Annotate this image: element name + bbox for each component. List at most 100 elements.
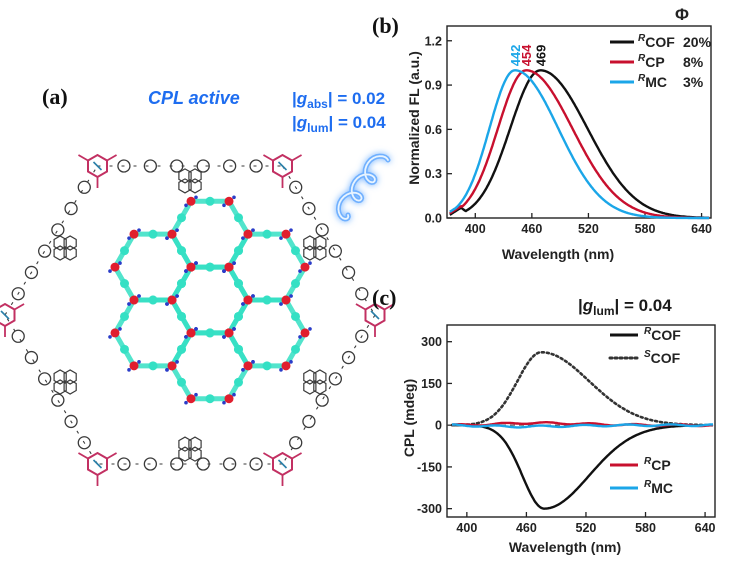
lattice-n-atom: [165, 236, 169, 240]
b-ytick-label: 0.0: [425, 212, 442, 226]
lattice-vertex-node: [300, 328, 310, 338]
lattice-linker-node: [234, 311, 243, 321]
vertex-node-ring: [0, 302, 16, 328]
g-abs-prefix: |: [292, 89, 297, 108]
b-legend-label: RMC: [638, 73, 667, 90]
g-lum-suffix: | = 0.04: [329, 113, 387, 132]
lattice-linker-node: [262, 295, 272, 305]
b-legend-label: RCP: [638, 53, 665, 70]
lattice-vertex-node: [110, 328, 120, 338]
c-ytick-label: 300: [421, 335, 442, 349]
lattice-n-atom: [222, 203, 226, 208]
lattice-n-atom: [194, 392, 198, 397]
b-xtick-label: 640: [691, 222, 712, 236]
vertex-node-arm: [291, 452, 303, 460]
c-curve-rmc: [452, 423, 713, 429]
vertex-node-arm: [262, 452, 274, 460]
chiral-group-ring: [313, 369, 327, 385]
lattice-n-atom: [279, 302, 283, 306]
linker-ring: [11, 329, 25, 343]
lattice-n-atom: [279, 368, 283, 372]
lattice-vertex-node: [224, 262, 234, 272]
b-xtick-label: 400: [465, 222, 486, 236]
linker-ring: [222, 457, 237, 471]
panel-c-cpl-chart: (c) |glum| = 0.04 400 460 520 580 640 300 150 0…: [372, 285, 716, 555]
c-legend-label: SCOF: [644, 349, 681, 366]
lattice-linker-node: [177, 311, 186, 321]
chiral-group-ring: [303, 245, 317, 261]
chiral-group-ring: [313, 245, 327, 261]
lattice-linker-node: [291, 344, 300, 354]
linker-ring: [37, 244, 52, 258]
lattice-linker-node: [148, 229, 158, 239]
b-peak-label-cp: 454: [519, 44, 534, 66]
linker-ring: [117, 159, 131, 173]
lattice-linker-node: [234, 279, 243, 289]
b-legend-phi: 8%: [683, 54, 704, 70]
linker-ring: [302, 201, 316, 216]
lattice-vertex-node: [224, 394, 234, 404]
linker-ring: [355, 329, 369, 343]
lattice-n-atom: [127, 236, 131, 240]
linker-ring: [170, 457, 184, 471]
lattice-vertex-node: [243, 295, 253, 305]
linker-ring: [315, 393, 329, 407]
linker-ring: [11, 287, 25, 301]
b-ytick-label: 0.9: [425, 79, 442, 93]
g-abs-sub: abs: [307, 97, 328, 111]
chiral-group-ring: [53, 245, 67, 261]
lattice-n-atom: [137, 294, 141, 298]
lattice-linker-node: [120, 311, 129, 321]
vertex-cross: [277, 459, 288, 469]
chiral-group-ring: [188, 436, 202, 452]
c-legend-label: RCP: [644, 456, 671, 473]
lattice-n-atom: [222, 269, 226, 273]
vertex-cross: [370, 310, 380, 320]
linker-ring: [289, 180, 303, 194]
linker-ring: [51, 223, 65, 237]
panel-c-curves: [447, 351, 715, 510]
lattice-n-atom: [165, 368, 169, 372]
panel-c-axes: 400 460 520 580 640 300 150 0 -150 -300: [417, 324, 716, 535]
lattice-n-atom: [289, 294, 293, 298]
cpl-active-label: CPL active: [148, 88, 240, 108]
b-legend-sup: R: [638, 73, 646, 84]
linker-ring: [341, 350, 356, 365]
c-xlabel: Wavelength (nm): [509, 539, 621, 555]
lattice-n-atom: [175, 360, 179, 364]
lattice-n-atom: [232, 327, 236, 331]
lattice-linker-node: [177, 344, 186, 354]
c-ylabel: CPL (mdeg): [401, 379, 417, 457]
b-legend-phi: 20%: [683, 34, 712, 50]
lattice-n-atom: [279, 236, 283, 240]
chiral-group-ring: [188, 168, 202, 184]
lattice-vertex-node: [281, 361, 291, 371]
g-abs-label: |gabs| = 0.02: [292, 89, 385, 111]
linker-ring: [24, 350, 39, 365]
lattice-n-atom: [251, 294, 255, 298]
linker-ring: [64, 414, 78, 429]
chiral-group-ring: [178, 178, 192, 194]
vertex-cross: [92, 459, 103, 469]
lattice-n-atom: [308, 327, 312, 331]
lattice-n-atom: [184, 400, 188, 405]
lattice-vertex-node: [129, 295, 139, 305]
c-glum-sub: lum: [593, 304, 614, 318]
c-legend-label: RCOF: [644, 326, 681, 343]
vertex-node-arm: [77, 452, 89, 460]
panel-b-axes: 400 460 520 580 640 0.0 0.3 0.6 0.9 1.2: [425, 25, 712, 236]
lattice-vertex-node: [186, 262, 196, 272]
lattice-n-atom: [232, 261, 236, 265]
b-ylabel: Normalized FL (a.u.): [406, 51, 422, 185]
chiral-group-ring: [178, 436, 192, 452]
lattice-vertex-node: [129, 361, 139, 371]
lattice-n-atom: [194, 195, 198, 200]
chiral-group-ring: [53, 235, 67, 251]
lattice-n-atom: [137, 228, 141, 232]
lattice-linker-node: [177, 279, 186, 289]
g-abs-var: g: [296, 89, 308, 108]
lattice-linker-node: [148, 295, 158, 305]
chiral-group-ring: [188, 446, 202, 462]
c-glum-prefix: |: [578, 296, 583, 315]
